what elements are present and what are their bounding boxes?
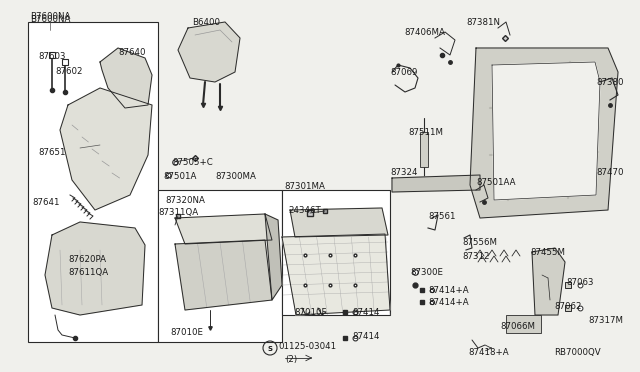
Text: 87418+A: 87418+A [468, 348, 509, 357]
Text: 87414+A: 87414+A [428, 286, 468, 295]
Text: B6400: B6400 [192, 18, 220, 27]
Text: 87501A: 87501A [163, 172, 196, 181]
Text: 87062: 87062 [554, 302, 582, 311]
Polygon shape [392, 175, 480, 192]
Bar [506, 315, 541, 333]
Polygon shape [282, 234, 390, 315]
Text: 87300MA: 87300MA [215, 172, 256, 181]
Text: 87511M: 87511M [408, 128, 443, 137]
Text: 87414: 87414 [352, 332, 380, 341]
Text: 87324: 87324 [390, 168, 417, 177]
Text: 87317M: 87317M [588, 316, 623, 325]
Text: 87414+A: 87414+A [428, 298, 468, 307]
Text: 87069: 87069 [390, 68, 417, 77]
Text: 87300E: 87300E [410, 268, 443, 277]
Text: B7600NA: B7600NA [30, 12, 70, 21]
Text: 87641: 87641 [32, 198, 60, 207]
Text: 87301MA: 87301MA [284, 182, 325, 191]
Text: 87640: 87640 [118, 48, 145, 57]
Text: B7600NA: B7600NA [30, 15, 70, 24]
Text: 87381N: 87381N [466, 18, 500, 27]
Polygon shape [175, 240, 272, 310]
Bar [158, 190, 282, 342]
Text: 87010E: 87010E [170, 328, 203, 337]
Text: 87603: 87603 [38, 52, 65, 61]
Text: 87501AA: 87501AA [476, 178, 515, 187]
Text: 87311QA: 87311QA [158, 208, 198, 217]
Polygon shape [100, 48, 152, 108]
Text: 87063: 87063 [566, 278, 593, 287]
Polygon shape [178, 22, 240, 82]
Text: 87505+C: 87505+C [172, 158, 212, 167]
Polygon shape [265, 214, 282, 300]
Text: 87066M: 87066M [500, 322, 535, 331]
Text: 87561: 87561 [428, 212, 456, 221]
Bar [28, 22, 158, 342]
Text: 87414: 87414 [352, 308, 380, 317]
Text: 01125-03041: 01125-03041 [278, 342, 336, 351]
Text: 87470: 87470 [596, 168, 623, 177]
Text: 87320NA: 87320NA [165, 196, 205, 205]
Text: 87455M: 87455M [530, 248, 565, 257]
Polygon shape [45, 222, 145, 315]
Text: S: S [268, 346, 273, 352]
Text: (2): (2) [285, 355, 297, 364]
Polygon shape [470, 48, 618, 218]
Text: 87651: 87651 [38, 148, 65, 157]
Text: 87556M: 87556M [462, 238, 497, 247]
Polygon shape [60, 88, 152, 210]
Text: 87380: 87380 [596, 78, 623, 87]
Text: 87602: 87602 [55, 67, 83, 76]
Bar [282, 190, 390, 315]
Text: RB7000QV: RB7000QV [554, 348, 600, 357]
Text: 87611QA: 87611QA [68, 268, 108, 277]
Text: 87406MA: 87406MA [404, 28, 445, 37]
Polygon shape [290, 208, 388, 237]
Text: 87620PA: 87620PA [68, 255, 106, 264]
Text: 24346T: 24346T [288, 206, 321, 215]
Polygon shape [532, 248, 565, 315]
Polygon shape [175, 214, 272, 244]
Text: 87312: 87312 [462, 252, 490, 261]
Bar [420, 132, 428, 167]
Polygon shape [492, 62, 600, 200]
Text: 87010F: 87010F [294, 308, 326, 317]
